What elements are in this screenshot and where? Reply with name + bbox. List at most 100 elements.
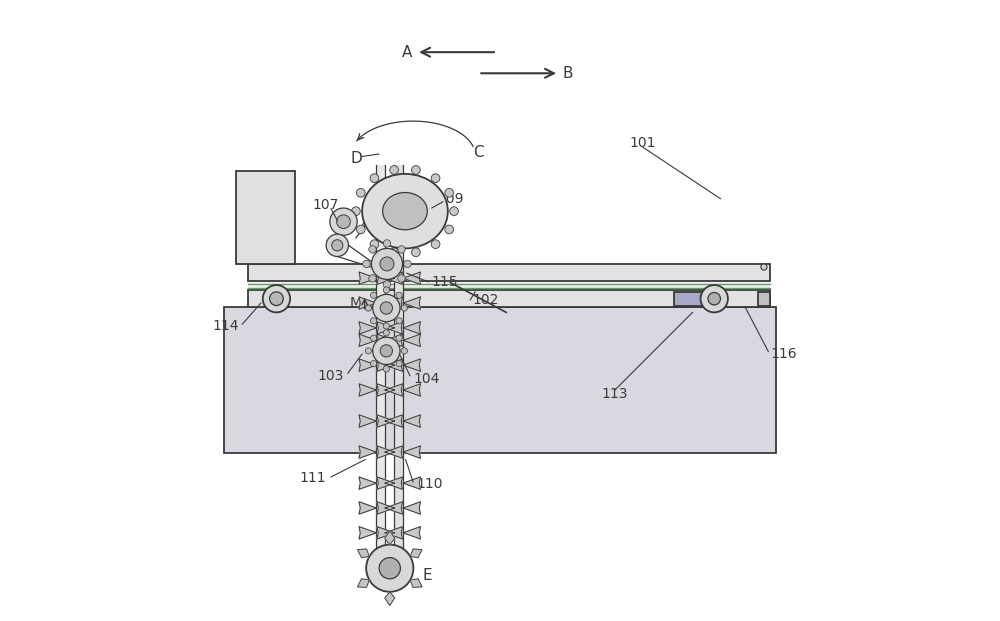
Text: 109: 109 bbox=[437, 192, 464, 206]
Polygon shape bbox=[403, 477, 421, 489]
Circle shape bbox=[412, 166, 420, 175]
Text: 101: 101 bbox=[630, 136, 656, 150]
Polygon shape bbox=[403, 297, 421, 309]
Circle shape bbox=[450, 207, 458, 215]
Circle shape bbox=[383, 240, 391, 247]
Polygon shape bbox=[385, 531, 395, 545]
Polygon shape bbox=[377, 297, 394, 309]
Circle shape bbox=[370, 174, 379, 183]
Circle shape bbox=[708, 292, 720, 305]
Text: M: M bbox=[350, 296, 362, 310]
Circle shape bbox=[701, 285, 728, 312]
Polygon shape bbox=[377, 334, 394, 347]
Ellipse shape bbox=[383, 193, 427, 230]
Polygon shape bbox=[385, 297, 403, 309]
Circle shape bbox=[431, 174, 440, 183]
Polygon shape bbox=[403, 446, 421, 458]
Circle shape bbox=[356, 225, 365, 234]
Polygon shape bbox=[359, 359, 376, 371]
Ellipse shape bbox=[362, 174, 448, 248]
Circle shape bbox=[371, 292, 377, 298]
Polygon shape bbox=[403, 334, 421, 347]
Polygon shape bbox=[359, 297, 376, 309]
Polygon shape bbox=[359, 446, 376, 458]
Polygon shape bbox=[403, 527, 421, 539]
Bar bbox=[236, 171, 295, 264]
Polygon shape bbox=[385, 272, 403, 284]
Polygon shape bbox=[385, 477, 403, 489]
Circle shape bbox=[431, 240, 440, 248]
Polygon shape bbox=[377, 384, 394, 396]
Polygon shape bbox=[358, 549, 369, 558]
Polygon shape bbox=[385, 502, 403, 514]
Text: 111: 111 bbox=[299, 471, 326, 485]
Bar bbox=[248, 290, 770, 307]
Polygon shape bbox=[377, 272, 394, 284]
Polygon shape bbox=[403, 502, 421, 514]
Polygon shape bbox=[385, 446, 403, 458]
Polygon shape bbox=[377, 527, 394, 539]
Circle shape bbox=[369, 246, 376, 253]
Circle shape bbox=[371, 248, 403, 279]
Polygon shape bbox=[359, 502, 376, 514]
Polygon shape bbox=[359, 272, 376, 284]
Polygon shape bbox=[403, 415, 421, 427]
Circle shape bbox=[332, 240, 343, 251]
Text: 102: 102 bbox=[472, 293, 498, 307]
Circle shape bbox=[396, 318, 402, 324]
Polygon shape bbox=[385, 527, 403, 539]
Circle shape bbox=[383, 330, 389, 336]
Circle shape bbox=[380, 345, 393, 357]
Circle shape bbox=[383, 287, 389, 293]
Circle shape bbox=[371, 318, 377, 324]
Polygon shape bbox=[377, 446, 394, 458]
Text: A: A bbox=[402, 45, 412, 60]
Polygon shape bbox=[385, 359, 403, 371]
Circle shape bbox=[383, 366, 389, 372]
Polygon shape bbox=[385, 322, 403, 334]
Polygon shape bbox=[359, 527, 376, 539]
Circle shape bbox=[761, 264, 767, 270]
Circle shape bbox=[445, 188, 454, 197]
Polygon shape bbox=[359, 334, 376, 347]
Polygon shape bbox=[385, 415, 403, 427]
Circle shape bbox=[373, 337, 400, 365]
Polygon shape bbox=[377, 322, 394, 334]
Polygon shape bbox=[410, 549, 422, 558]
Text: 103: 103 bbox=[317, 369, 344, 383]
Circle shape bbox=[401, 305, 407, 311]
Circle shape bbox=[356, 188, 365, 197]
Circle shape bbox=[370, 240, 379, 248]
Circle shape bbox=[396, 335, 402, 341]
Text: D: D bbox=[350, 151, 362, 166]
Polygon shape bbox=[359, 415, 376, 427]
Circle shape bbox=[330, 208, 357, 235]
Polygon shape bbox=[377, 502, 394, 514]
Circle shape bbox=[337, 215, 350, 229]
Polygon shape bbox=[377, 477, 394, 489]
Circle shape bbox=[445, 225, 454, 234]
Circle shape bbox=[363, 260, 370, 268]
Text: 115: 115 bbox=[432, 275, 458, 289]
Text: C: C bbox=[473, 145, 484, 160]
Text: 110: 110 bbox=[416, 478, 443, 491]
Circle shape bbox=[396, 361, 402, 367]
Text: 114: 114 bbox=[213, 319, 239, 333]
Bar bbox=[674, 292, 708, 306]
Polygon shape bbox=[403, 359, 421, 371]
Polygon shape bbox=[403, 322, 421, 334]
Text: 107: 107 bbox=[313, 198, 339, 212]
Polygon shape bbox=[403, 384, 421, 396]
Circle shape bbox=[371, 335, 377, 341]
Circle shape bbox=[396, 292, 402, 298]
Circle shape bbox=[373, 294, 400, 322]
Circle shape bbox=[369, 274, 376, 282]
Polygon shape bbox=[359, 384, 376, 396]
Circle shape bbox=[352, 207, 360, 215]
Text: 113: 113 bbox=[602, 388, 628, 401]
Circle shape bbox=[326, 234, 348, 256]
Bar bbox=[248, 281, 770, 290]
Circle shape bbox=[263, 285, 290, 312]
Bar bbox=[224, 307, 776, 453]
Bar bbox=[394, 165, 403, 581]
